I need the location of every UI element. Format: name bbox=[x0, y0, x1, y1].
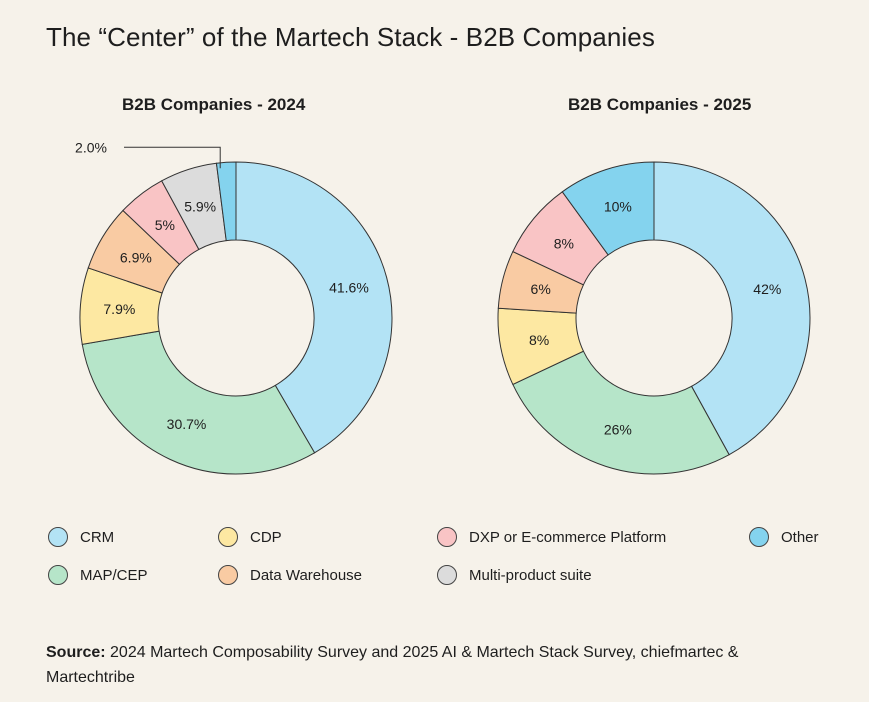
data-label-2024-other: 2.0% bbox=[75, 139, 107, 155]
data-label-2025-other: 10% bbox=[604, 199, 632, 215]
source-note: Source: 2024 Martech Composability Surve… bbox=[46, 640, 806, 690]
slice-2024-other bbox=[215, 161, 237, 242]
data-label-2025-crm: 42% bbox=[753, 281, 781, 297]
page-title: The “Center” of the Martech Stack - B2B … bbox=[46, 22, 655, 52]
data-label-2024-multi-product-suite: 5.9% bbox=[184, 199, 216, 215]
source-text: 2024 Martech Composability Survey and 20… bbox=[46, 644, 739, 686]
data-label-2025-map-cep: 26% bbox=[604, 421, 632, 437]
data-label-2024-map-cep: 30.7% bbox=[167, 416, 207, 432]
chart-title-2024: B2B Companies - 2024 bbox=[122, 95, 306, 114]
slice-2025-map-cep bbox=[512, 350, 730, 475]
data-label-2024-cdp: 7.9% bbox=[103, 301, 135, 317]
data-label-2025-cdp: 8% bbox=[529, 332, 549, 348]
slice-2025-crm bbox=[653, 161, 811, 456]
slice-2024-crm bbox=[235, 161, 393, 454]
data-label-2024-dxp-or-e-commerce-platform: 5% bbox=[155, 217, 175, 233]
data-label-2025-dxp-or-e-commerce-platform: 8% bbox=[554, 235, 574, 251]
source-label: Source: bbox=[46, 644, 106, 661]
slice-2025-other bbox=[561, 161, 655, 256]
data-label-2025-data-warehouse: 6% bbox=[531, 281, 551, 297]
data-label-2024-data-warehouse: 6.9% bbox=[120, 249, 152, 265]
chart-title-2025: B2B Companies - 2025 bbox=[568, 95, 752, 114]
slice-2024-map-cep bbox=[81, 330, 316, 475]
data-label-2024-crm: 41.6% bbox=[329, 279, 369, 295]
callout-line-2024-other bbox=[124, 146, 221, 169]
